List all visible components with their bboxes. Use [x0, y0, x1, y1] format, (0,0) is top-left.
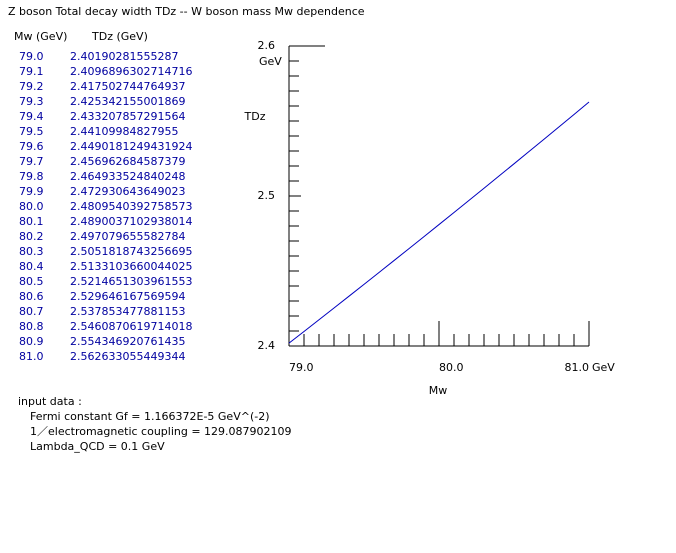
table-cell: 80.2	[19, 230, 44, 243]
table-cell: 80.1	[19, 215, 44, 228]
table-cell: 79.8	[19, 170, 44, 183]
table-header: TDz (GeV)	[91, 30, 148, 43]
table-cell: 2.44109984827955	[70, 125, 178, 138]
table-cell: 80.6	[19, 290, 44, 303]
table-cell: 2.417502744764937	[70, 80, 185, 93]
table-cell: 2.40190281555287	[70, 50, 178, 63]
x-tick-label: 79.0	[289, 361, 314, 374]
table-cell: 79.4	[19, 110, 44, 123]
y-axis-label: TDz	[244, 110, 266, 123]
table-cell: 2.4096896302714716	[70, 65, 192, 78]
table-cell: 79.7	[19, 155, 44, 168]
table-cell: 80.8	[19, 320, 44, 333]
x-tick-label: 80.0	[439, 361, 464, 374]
x-unit: GeV	[592, 361, 615, 374]
table-cell: 79.6	[19, 140, 44, 153]
table-header: Mw (GeV)	[14, 30, 67, 43]
table-cell: 79.5	[19, 125, 44, 138]
table-cell: 2.464933524840248	[70, 170, 185, 183]
table-cell: 79.1	[19, 65, 44, 78]
table-cell: 79.2	[19, 80, 44, 93]
table-cell: 80.5	[19, 275, 44, 288]
table-cell: 79.3	[19, 95, 44, 108]
y-unit: GeV	[259, 55, 282, 68]
table-cell: 2.5214651303961553	[70, 275, 192, 288]
table-cell: 2.472930643649023	[70, 185, 185, 198]
page-title: Z boson Total decay width TDz -- W boson…	[8, 5, 365, 18]
table-cell: 2.5051818743256695	[70, 245, 192, 258]
table-cell: 2.433207857291564	[70, 110, 185, 123]
table-cell: 2.5133103660044025	[70, 260, 192, 273]
table-cell: 2.562633055449344	[70, 350, 185, 363]
x-tick-label: 81.0	[565, 361, 590, 374]
y-tick-label: 2.5	[258, 189, 276, 202]
table-cell: 79.9	[19, 185, 44, 198]
table-cell: 2.537853477881153	[70, 305, 185, 318]
table-cell: 80.3	[19, 245, 44, 258]
input-line: Fermi constant Gf = 1.166372E-5 GeV^(-2)	[30, 410, 270, 423]
table-cell: 80.9	[19, 335, 44, 348]
x-axis-label: Mw	[429, 384, 448, 397]
table-cell: 2.529646167569594	[70, 290, 185, 303]
table-cell: 79.0	[19, 50, 44, 63]
data-line	[288, 101, 590, 344]
table-cell: 2.456962684587379	[70, 155, 185, 168]
table-cell: 2.4490181249431924	[70, 140, 192, 153]
table-cell: 2.4890037102938014	[70, 215, 192, 228]
input-heading: input data :	[18, 395, 82, 408]
table-cell: 80.0	[19, 200, 44, 213]
table-cell: 2.4809540392758573	[70, 200, 192, 213]
table-cell: 80.7	[19, 305, 44, 318]
y-tick-label: 2.4	[258, 339, 276, 352]
table-cell: 81.0	[19, 350, 44, 363]
input-line: Lambda_QCD = 0.1 GeV	[30, 440, 165, 453]
table-cell: 2.5460870619714018	[70, 320, 192, 333]
table-cell: 2.554346920761435	[70, 335, 185, 348]
input-line: 1／electromagnetic coupling = 129.0879021…	[30, 425, 292, 438]
y-tick-label: 2.6	[258, 39, 276, 52]
table-cell: 2.497079655582784	[70, 230, 185, 243]
table-cell: 2.425342155001869	[70, 95, 185, 108]
table-cell: 80.4	[19, 260, 44, 273]
